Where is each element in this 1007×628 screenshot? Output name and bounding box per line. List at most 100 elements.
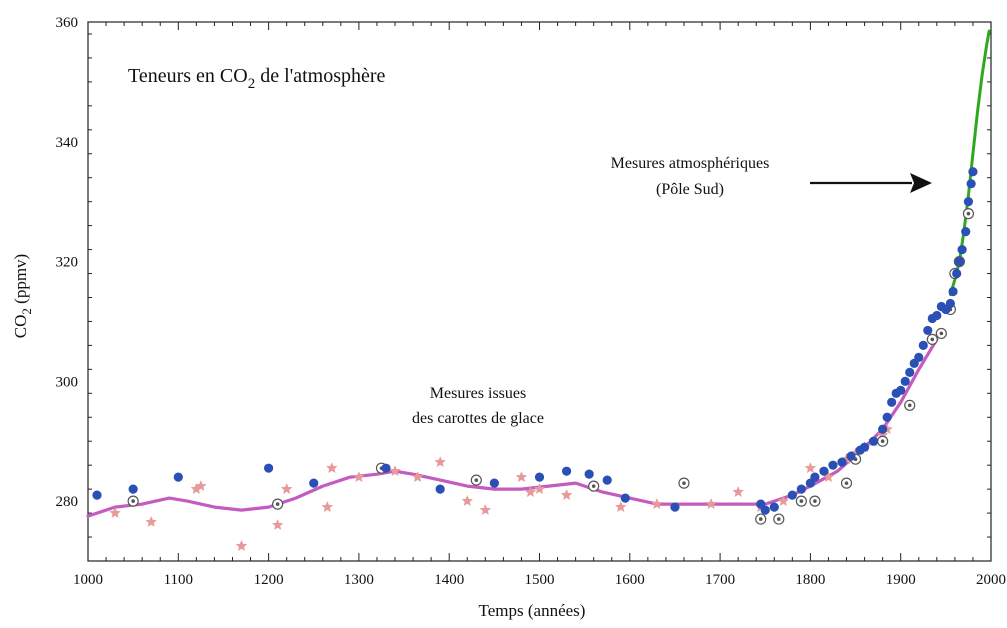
data-point-filled (92, 490, 102, 500)
data-points (92, 167, 978, 551)
data-point-filled (819, 466, 829, 476)
data-point-open (678, 477, 690, 489)
data-point-star (804, 462, 817, 473)
data-point-star (705, 498, 717, 509)
data-point-filled (918, 340, 928, 350)
data-point-star (822, 471, 835, 482)
data-point-open (795, 495, 807, 507)
data-point-filled (264, 463, 274, 473)
data-point-star (533, 483, 546, 494)
data-point-filled (859, 442, 870, 452)
data-point-star (195, 480, 207, 491)
y-tick-label: 320 (56, 255, 79, 271)
data-point-filled (828, 460, 838, 470)
data-point-filled (489, 478, 499, 488)
x-tick-labels: 1000 1100 1200 1300 1400 1500 1600 1700 1800 1900… (73, 572, 1006, 588)
data-point-open (840, 477, 853, 489)
data-point-filled (309, 478, 319, 488)
annotation-arrowhead-icon (910, 173, 932, 193)
data-point-filled (810, 472, 820, 482)
data-point-open (926, 333, 938, 346)
data-point-open (773, 513, 785, 525)
data-point-filled (923, 325, 933, 336)
y-tick-label: 300 (56, 374, 79, 390)
data-point-filled (435, 484, 445, 494)
data-point-filled (961, 227, 971, 237)
data-point-filled (173, 472, 183, 482)
y-tick-label: 360 (56, 15, 79, 31)
data-point-filled (966, 179, 976, 189)
data-point-open (755, 513, 767, 525)
data-point-filled (584, 469, 594, 479)
data-point-star (461, 495, 473, 506)
x-axis-title: Temps (années) (479, 601, 586, 620)
data-point-filled (932, 310, 942, 321)
ice-core-trend-line (86, 337, 939, 518)
annotation-ice-cores-line2: des carottes de glace (412, 410, 544, 427)
data-point-star (651, 498, 663, 509)
x-tick-label: 1700 (705, 572, 735, 588)
data-point-star (777, 495, 789, 506)
data-point-filled (837, 457, 847, 467)
data-point-filled (602, 475, 612, 485)
x-tick-label: 2000 (976, 572, 1006, 588)
annotation-atmospheric: Mesures atmosphériques (Pôle Sud) (611, 155, 932, 198)
data-point-star (515, 471, 528, 482)
data-point-filled (787, 490, 797, 500)
data-point-star (615, 501, 627, 512)
data-point-open (127, 495, 139, 507)
data-point-filled (846, 451, 856, 461)
data-point-star (479, 504, 491, 515)
data-point-filled (948, 286, 958, 297)
data-point-filled (914, 352, 924, 362)
data-point-star (389, 465, 401, 476)
data-point-filled (878, 424, 888, 434)
data-point-star (281, 483, 293, 494)
data-point-filled (561, 466, 572, 476)
data-point-star (434, 456, 446, 467)
data-point-filled (128, 484, 138, 494)
data-point-filled (882, 412, 892, 422)
chart-title: Teneurs en CO2 de l'atmosphère (128, 65, 386, 92)
data-point-filled (769, 502, 779, 512)
data-point-star (145, 516, 157, 527)
data-point-star (321, 501, 333, 512)
data-point-filled (905, 367, 915, 377)
x-tick-label: 1300 (344, 572, 374, 588)
data-point-filled (900, 376, 910, 386)
x-tick-label: 1600 (615, 572, 645, 588)
data-point-filled (670, 502, 680, 512)
x-tick-label: 1000 (73, 572, 103, 588)
x-tick-label: 1800 (795, 572, 825, 588)
data-point-filled (620, 493, 630, 503)
data-point-filled (381, 463, 391, 473)
data-point-filled (954, 256, 964, 267)
data-point-open (935, 327, 947, 340)
y-axis-title: CO2 (ppmv) (11, 254, 34, 338)
y-tick-label: 340 (56, 135, 79, 151)
data-point-filled (896, 385, 906, 395)
data-point-filled (963, 197, 974, 207)
data-point-open (809, 495, 821, 507)
annotation-atmospheric-line1: Mesures atmosphériques (611, 155, 770, 172)
data-point-open (962, 208, 975, 220)
data-point-filled (952, 268, 962, 279)
data-point-star (190, 483, 203, 494)
x-tick-label: 1500 (525, 572, 555, 588)
data-point-open (904, 399, 916, 411)
data-point-star (524, 486, 537, 497)
data-point-star (353, 471, 365, 482)
data-point-filled (760, 505, 770, 515)
data-point-filled (796, 484, 806, 494)
data-point-star (109, 507, 121, 518)
data-point-open (588, 480, 600, 492)
data-point-filled (968, 167, 978, 177)
axis-ticks (87, 22, 992, 562)
x-tick-label: 1400 (434, 572, 464, 588)
annotation-ice-cores: Mesures issues des carottes de glace (412, 385, 544, 427)
data-point-star (326, 462, 338, 473)
x-tick-label: 1900 (886, 572, 916, 588)
data-point-star (271, 519, 284, 530)
annotation-atmospheric-line2: (Pôle Sud) (656, 181, 724, 198)
